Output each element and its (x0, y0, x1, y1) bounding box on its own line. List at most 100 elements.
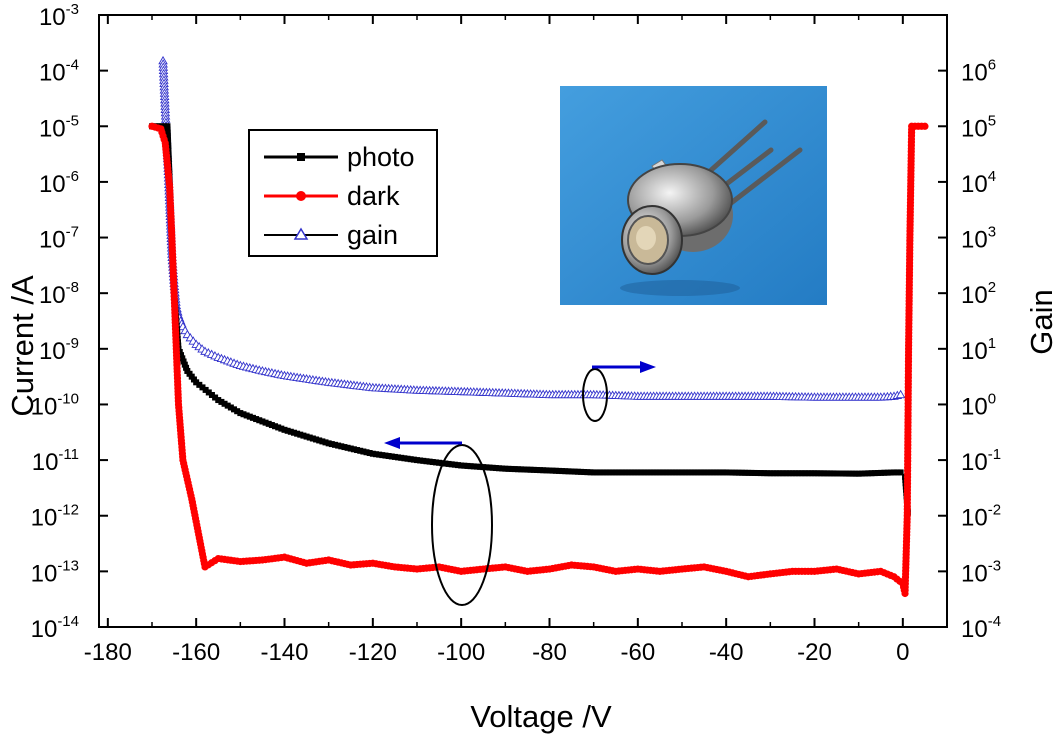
data-point-photo (161, 123, 168, 130)
data-point-photo (830, 470, 837, 477)
data-point-photo (533, 466, 540, 473)
y-left-tick-label: 10-6 (39, 168, 79, 198)
data-point-photo (243, 412, 250, 419)
data-point-photo (858, 470, 865, 477)
data-point-photo (783, 470, 790, 477)
data-point-photo (779, 470, 786, 477)
data-point-photo (429, 459, 436, 466)
data-point-photo (234, 408, 241, 415)
y-left-tick-label: 10-14 (31, 613, 79, 643)
plot-frame (98, 14, 948, 628)
data-point-photo (499, 465, 506, 472)
data-point-photo (502, 465, 509, 472)
data-point-photo (492, 465, 499, 472)
data-point-photo (574, 468, 581, 475)
y-right-tick-label: 10-3 (961, 557, 1001, 587)
x-tick-label: -60 (620, 639, 655, 666)
data-point-photo (180, 358, 187, 365)
data-point-photo (596, 469, 603, 476)
data-point-photo (694, 469, 701, 476)
data-point-photo (824, 470, 831, 477)
y-axis-left: 10-14 10-13 10-12 10-11 10-10 10-9 10-8 10-7 10-… (31, 1, 108, 643)
data-point-photo (660, 469, 667, 476)
data-point-photo (720, 469, 727, 476)
data-point-photo (335, 442, 342, 449)
data-point-photo (754, 470, 761, 477)
data-point-photo (489, 464, 496, 471)
data-point-photo (603, 469, 610, 476)
data-point-photo (836, 470, 843, 477)
y-right-tick-label: 10-2 (961, 502, 1001, 532)
data-point-photo (294, 430, 301, 437)
data-point-photo (325, 440, 332, 447)
y-left-tick-label: 10-4 (39, 57, 79, 87)
data-point-photo (685, 469, 692, 476)
x-axis-title: Voltage /V (470, 699, 612, 734)
data-point-photo (675, 469, 682, 476)
data-point-photo (265, 420, 272, 427)
data-point-photo (350, 446, 357, 453)
data-point-photo (590, 469, 597, 476)
data-point-photo (237, 410, 244, 417)
data-point-photo (401, 455, 408, 462)
data-point-photo (202, 386, 209, 393)
data-point-photo (407, 456, 414, 463)
data-point-photo (713, 469, 720, 476)
data-point-photo (552, 467, 559, 474)
data-point-photo (357, 447, 364, 454)
data-point-photo (262, 419, 269, 426)
data-point-photo (249, 414, 256, 421)
data-point-photo (268, 422, 275, 429)
data-point-photo (417, 457, 424, 464)
data-point-photo (581, 469, 588, 476)
data-point-photo (688, 469, 695, 476)
data-point-photo (199, 384, 206, 391)
y-left-tick-label: 10-12 (31, 502, 79, 532)
data-point-photo (764, 470, 771, 477)
y-left-tick-label: 10-10 (31, 390, 79, 420)
data-point-photo (707, 469, 714, 476)
data-point-photo (382, 452, 389, 459)
data-point-photo (496, 465, 503, 472)
x-tick-label: -80 (532, 639, 567, 666)
data-point-photo (767, 470, 774, 477)
data-point-photo (341, 444, 348, 451)
data-point-photo (641, 469, 648, 476)
data-point-photo (874, 469, 881, 476)
data-point-photo (316, 437, 323, 444)
data-point-photo (290, 429, 297, 436)
x-tick-label: -140 (260, 639, 308, 666)
data-point-photo (565, 468, 572, 475)
data-point-photo (354, 447, 361, 454)
data-point-photo (347, 445, 354, 452)
y-right-tick-label: 101 (961, 335, 996, 365)
legend-label-photo: photo (347, 142, 415, 172)
data-point-photo (328, 441, 335, 448)
y-right-tick-label: 105 (961, 112, 996, 142)
legend-item-gain: gain (264, 220, 398, 250)
data-point-photo (619, 469, 626, 476)
data-point-photo (215, 397, 222, 404)
y-right-tick-label: 102 (961, 279, 996, 309)
y-axis-right: 10-4 10-3 10-2 10-1 100 101 102 103 104 105 106 (938, 57, 1001, 643)
data-point-photo (817, 470, 824, 477)
data-point-photo (360, 448, 367, 455)
legend-label-gain: gain (347, 220, 398, 250)
data-point-photo (732, 469, 739, 476)
data-point-photo (862, 470, 869, 477)
series-layer (148, 55, 929, 598)
data-point-photo (256, 417, 263, 424)
data-point-photo (372, 451, 379, 458)
data-point-photo (726, 469, 733, 476)
data-point-photo (181, 361, 188, 368)
x-tick-label: -20 (797, 639, 832, 666)
data-point-photo (805, 470, 812, 477)
inset-photo (560, 86, 827, 305)
data-point-photo (287, 428, 294, 435)
data-point-photo (666, 469, 673, 476)
data-point-photo (729, 469, 736, 476)
data-point-photo (281, 426, 288, 433)
data-point-photo (789, 470, 796, 477)
data-point-photo (426, 458, 433, 465)
data-point-photo (461, 462, 468, 469)
